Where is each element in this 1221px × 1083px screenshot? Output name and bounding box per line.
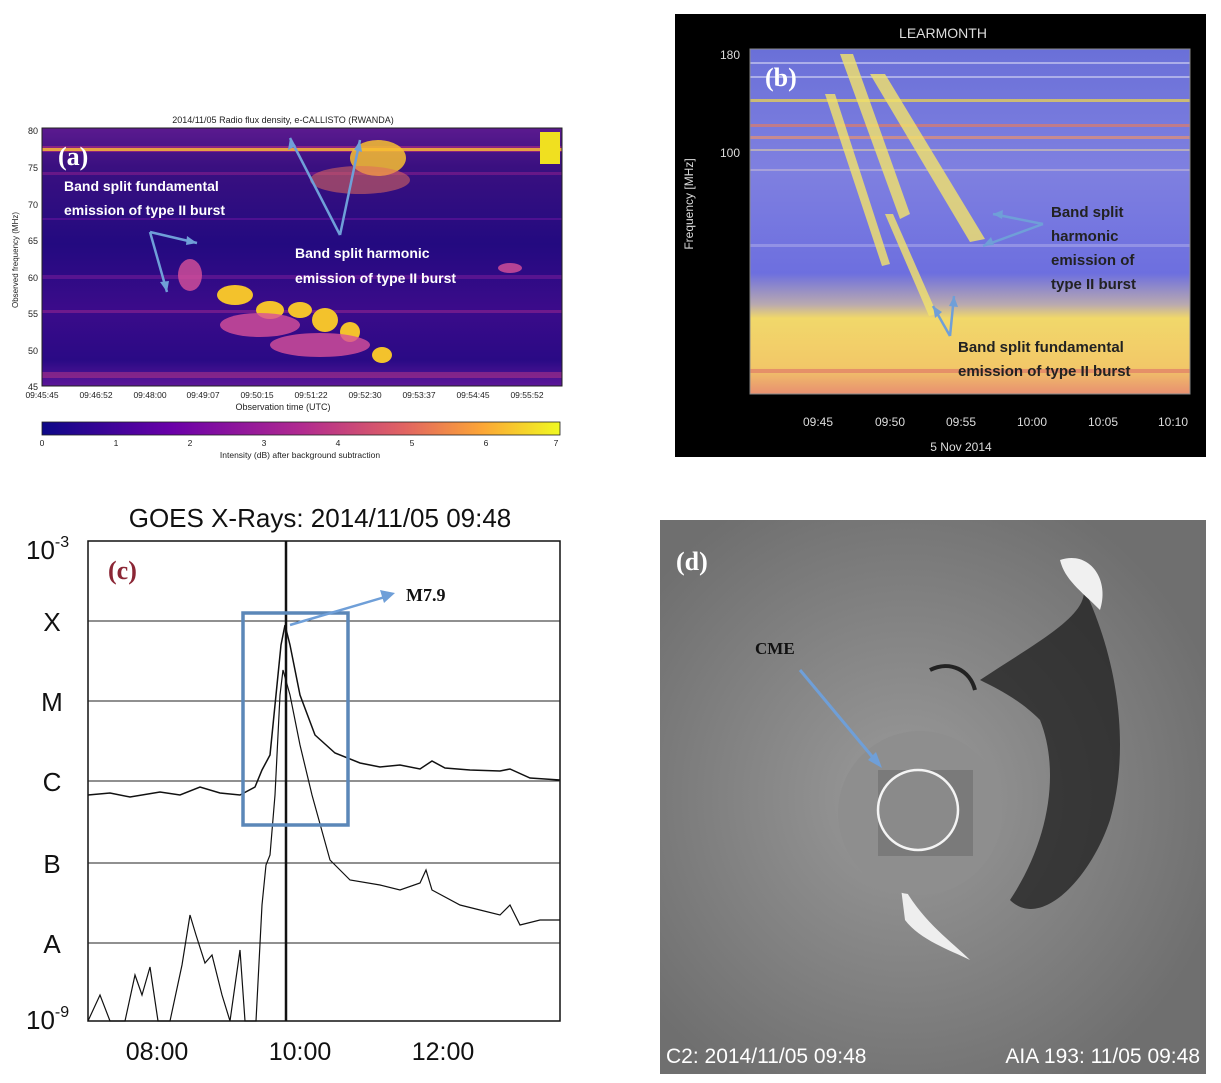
panel-b-xtick: 10:05 <box>1088 415 1118 429</box>
panel-c-xtick: 12:00 <box>412 1038 475 1066</box>
panel-b-ytick: 180 <box>720 48 740 62</box>
panel-d: CME (d) C2: 2014/11/05 09:48 AIA 193: 11… <box>660 520 1206 1074</box>
goes-class-m: M <box>41 687 63 717</box>
panel-b-xtick: 09:55 <box>946 415 976 429</box>
panel-a-ytick: 45 <box>28 382 38 392</box>
colorbar-tick: 1 <box>114 438 119 448</box>
goes-class-b: B <box>43 849 60 879</box>
colorbar-tick: 3 <box>262 438 267 448</box>
colorbar-tick: 5 <box>410 438 415 448</box>
panel-a-xtick: 09:55:52 <box>510 390 543 400</box>
panel-a-xtick: 09:53:37 <box>402 390 435 400</box>
panel-a-ytick: 50 <box>28 346 38 356</box>
panel-b-xtick: 09:50 <box>875 415 905 429</box>
y-bottom-exp: -9 <box>55 1004 69 1021</box>
harm-label-b-4: type II burst <box>1051 276 1136 293</box>
panel-a-xlabel: Observation time (UTC) <box>235 402 330 412</box>
cme-label: CME <box>755 639 795 658</box>
panel-b-xtick: 09:45 <box>803 415 833 429</box>
svg-text:10-9: 10-9 <box>26 1004 69 1035</box>
panel-a-xtick: 09:46:52 <box>79 390 112 400</box>
panel-d-letter: (d) <box>676 547 708 576</box>
flare-highlight-box <box>241 611 350 827</box>
panel-c-xtick: 10:00 <box>269 1038 332 1066</box>
colorbar-tick: 7 <box>554 438 559 448</box>
panel-b-figure: LEARMONTH 180 100 Frequency [MHz] 09:45 … <box>682 25 1191 454</box>
panel-c-letter: (c) <box>108 556 137 585</box>
panel-b-date: 5 Nov 2014 <box>930 440 992 454</box>
panel-a-letter: (a) <box>58 142 88 171</box>
fund-label-b-1: Band split fundamental <box>958 339 1124 356</box>
flare-class-label: M7.9 <box>406 585 446 605</box>
panel-a-ytick: 60 <box>28 273 38 283</box>
y-bottom-base: 10 <box>26 1005 55 1035</box>
panel-a-ytick: 70 <box>28 200 38 210</box>
harm-label-a-2: emission of type II burst <box>295 270 456 286</box>
goes-class-c: C <box>43 767 62 797</box>
harm-label-b-1: Band split <box>1051 204 1124 221</box>
y-top-exp: -3 <box>55 534 69 551</box>
panel-a-xtick: 09:45:45 <box>25 390 58 400</box>
y-top-base: 10 <box>26 535 55 565</box>
panel-c-title: GOES X-Rays: 2014/11/05 09:48 <box>129 503 512 533</box>
panel-a-xtick: 09:50:15 <box>240 390 273 400</box>
panel-b-ytick: 100 <box>720 146 740 160</box>
colorbar-tick: 6 <box>484 438 489 448</box>
panel-b-ylabel: Frequency [MHz] <box>682 158 696 249</box>
panel-c-figure: GOES X-Rays: 2014/11/05 09:48 X M C B A … <box>26 503 561 1066</box>
panel-a-xtick: 09:48:00 <box>133 390 166 400</box>
fund-label-a-1: Band split fundamental <box>64 178 219 194</box>
panel-b-title: LEARMONTH <box>899 25 987 41</box>
panel-a-colorbar <box>41 421 561 436</box>
goes-class-a: A <box>43 929 61 959</box>
harm-label-a-1: Band split harmonic <box>295 245 430 261</box>
panel-a-xtick: 09:51:22 <box>294 390 327 400</box>
panel-a-ytick: 75 <box>28 163 38 173</box>
panel-a-xtick: 09:52:30 <box>348 390 381 400</box>
panel-b-xtick: 10:10 <box>1158 415 1188 429</box>
panel-d-figure: CME (d) C2: 2014/11/05 09:48 AIA 193: 11… <box>660 520 1206 1074</box>
svg-text:10-3: 10-3 <box>26 534 69 565</box>
fund-label-a-2: emission of type II burst <box>64 202 225 218</box>
panel-a-xtick: 09:49:07 <box>186 390 219 400</box>
goes-long-channel <box>87 624 561 798</box>
panel-a-title: 2014/11/05 Radio flux density, e-CALLIST… <box>172 115 394 125</box>
colorbar-tick: 2 <box>188 438 193 448</box>
harm-label-b-3: emission of <box>1051 252 1135 269</box>
solar-disk <box>876 768 960 852</box>
colorbar-label: Intensity (dB) after background subtract… <box>220 450 380 460</box>
panel-a-figure: 2014/11/05 Radio flux density, e-CALLIST… <box>11 115 563 460</box>
caption-left: C2: 2014/11/05 09:48 <box>666 1045 866 1068</box>
panel-b: LEARMONTH 180 100 Frequency [MHz] 09:45 … <box>675 14 1206 457</box>
panel-a-ylabel: Observed frequency (MHz) <box>11 212 20 308</box>
panel-c: GOES X-Rays: 2014/11/05 09:48 X M C B A … <box>0 495 600 1079</box>
panel-a-ytick: 55 <box>28 309 38 319</box>
panel-a-ytick: 80 <box>28 126 38 136</box>
panel-a: 2014/11/05 Radio flux density, e-CALLIST… <box>0 110 575 465</box>
panel-b-letter: (b) <box>765 63 797 92</box>
goes-short-channel <box>87 669 560 1022</box>
goes-class-x: X <box>43 607 60 637</box>
colorbar-tick: 4 <box>336 438 341 448</box>
panel-a-xtick: 09:54:45 <box>456 390 489 400</box>
panel-b-xtick: 10:00 <box>1017 415 1047 429</box>
fund-label-b-2: emission of type II burst <box>958 363 1131 380</box>
harm-label-b-2: harmonic <box>1051 228 1119 245</box>
panel-c-xtick: 08:00 <box>126 1038 189 1066</box>
colorbar-tick: 0 <box>40 438 45 448</box>
caption-right: AIA 193: 11/05 09:48 <box>1005 1045 1200 1068</box>
panel-a-ytick: 65 <box>28 236 38 246</box>
